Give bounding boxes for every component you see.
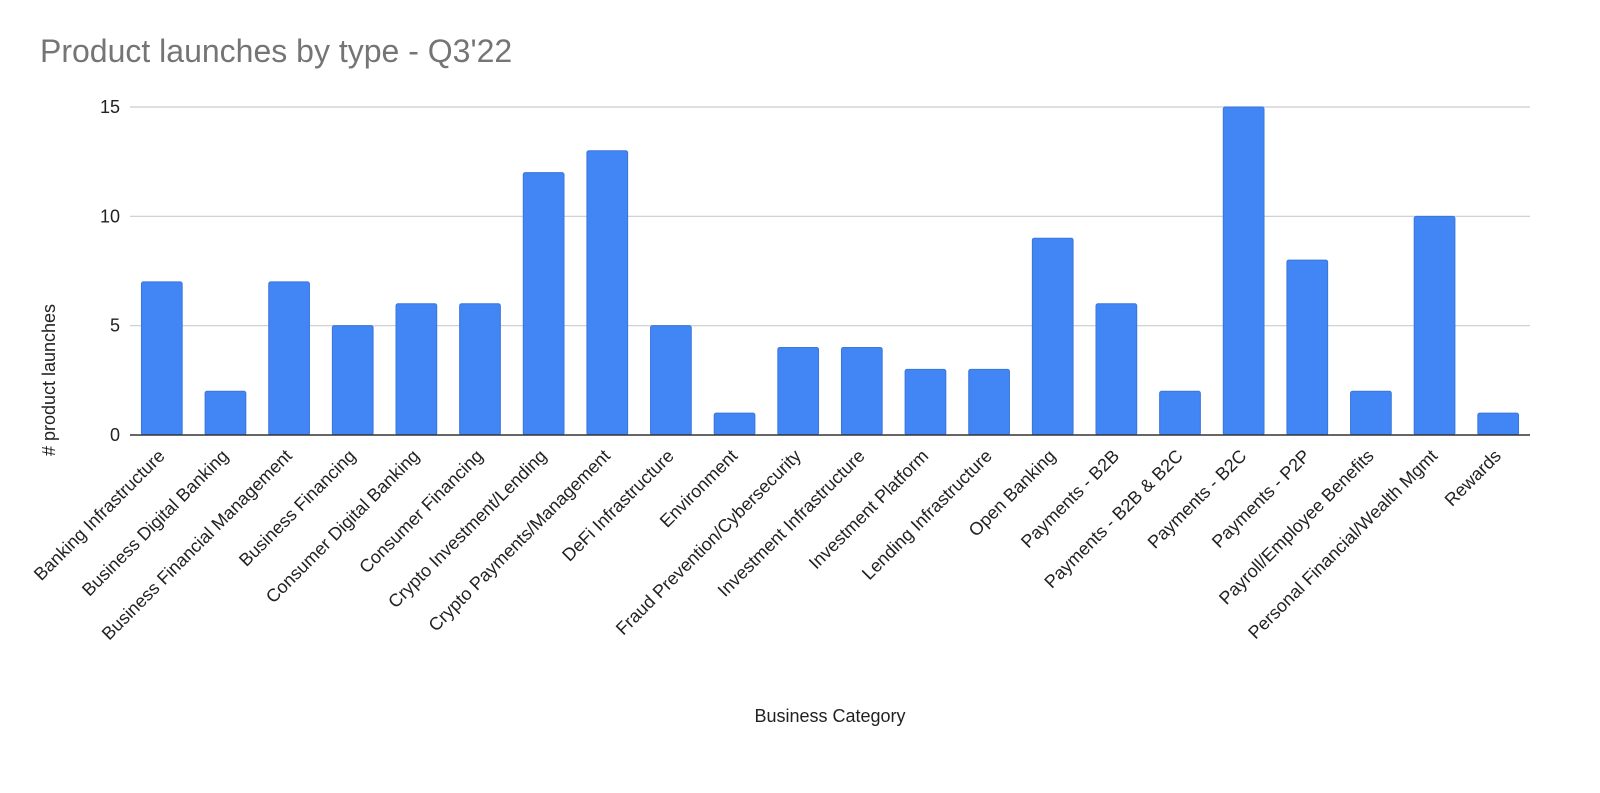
x-axis-label: Business Category — [754, 706, 905, 726]
chart-title: Product launches by type - Q3'22 — [40, 33, 512, 69]
bar — [204, 390, 247, 436]
bars — [140, 106, 1520, 436]
bar — [268, 281, 310, 436]
x-tick-label: Investment Platform — [805, 446, 932, 573]
bar — [1413, 215, 1456, 436]
bar — [522, 172, 565, 436]
bar — [968, 368, 1010, 436]
bar — [1477, 412, 1520, 436]
bar — [840, 347, 883, 436]
bar — [331, 325, 374, 436]
y-tick-label: 0 — [110, 425, 120, 445]
x-tick-label: Rewards — [1441, 446, 1505, 510]
x-tick-label: Consumer Financing — [355, 446, 487, 578]
y-tick-labels: 0 5 10 15 — [100, 97, 120, 445]
bar — [1031, 237, 1074, 436]
bar — [777, 347, 820, 436]
y-axis-label: # product launches — [39, 304, 59, 456]
x-tick-label: Business Financing — [235, 446, 360, 571]
bar — [1095, 303, 1138, 436]
bar — [713, 412, 756, 436]
bar — [1350, 390, 1392, 436]
bar — [586, 150, 629, 436]
bar — [650, 325, 692, 436]
bar — [1222, 106, 1265, 436]
x-tick-label: DeFi Infrastructure — [558, 446, 678, 566]
bar — [904, 368, 947, 436]
y-tick-label: 10 — [100, 206, 120, 226]
y-tick-label: 5 — [110, 316, 120, 336]
bar — [459, 303, 501, 436]
bar — [1159, 390, 1201, 436]
y-tick-label: 15 — [100, 97, 120, 117]
bar — [1286, 259, 1329, 436]
bar — [140, 281, 183, 436]
bar — [395, 303, 438, 436]
